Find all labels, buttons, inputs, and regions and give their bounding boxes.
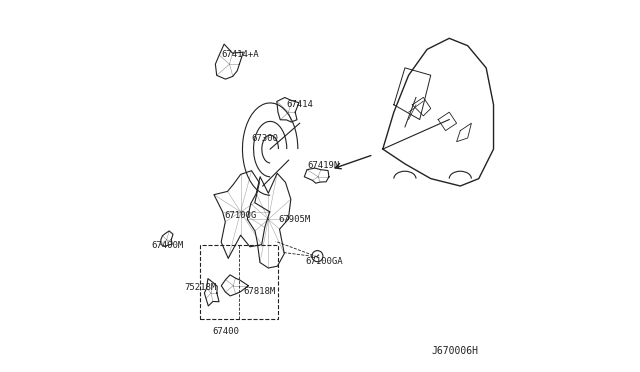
Text: 67300: 67300 xyxy=(251,134,278,142)
Text: 75218M: 75218M xyxy=(184,283,216,292)
Text: 67100GA: 67100GA xyxy=(305,257,342,266)
Text: 67818M: 67818M xyxy=(243,287,275,296)
Bar xyxy=(200,245,278,319)
Text: 67400: 67400 xyxy=(212,327,239,336)
Text: 67400M: 67400M xyxy=(152,241,184,250)
Text: 67414+A: 67414+A xyxy=(222,51,259,60)
Text: J670006H: J670006H xyxy=(432,346,479,356)
Text: 67100G: 67100G xyxy=(225,211,257,220)
Text: 67905M: 67905M xyxy=(278,215,310,224)
Text: 67414: 67414 xyxy=(286,100,313,109)
Text: 67419N: 67419N xyxy=(308,161,340,170)
